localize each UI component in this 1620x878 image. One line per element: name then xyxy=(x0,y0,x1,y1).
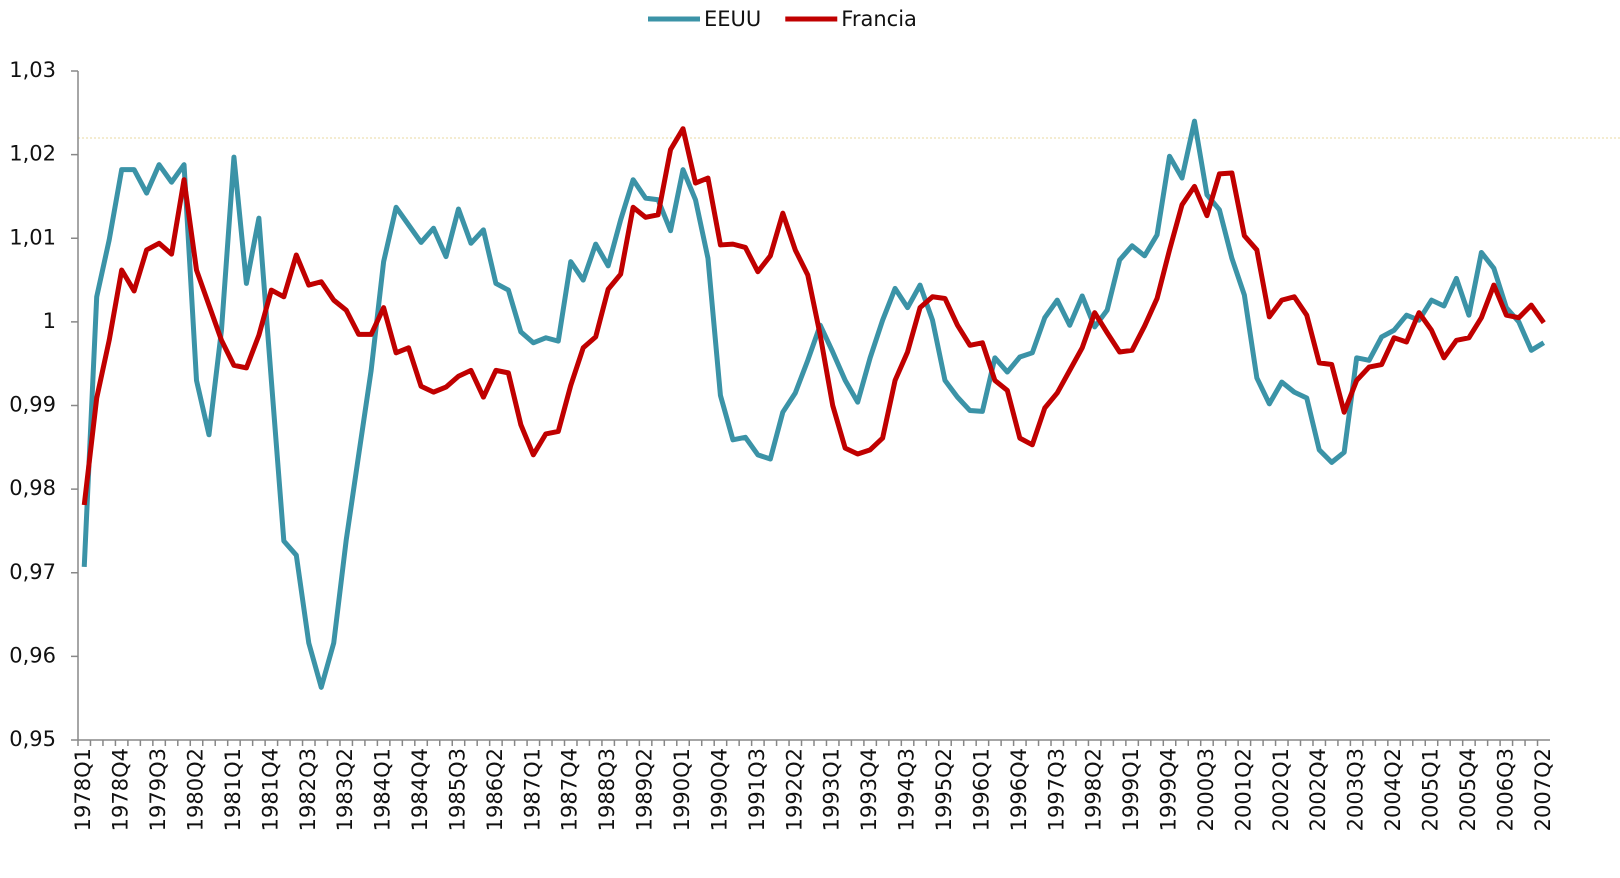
x-tick-label: 1990Q1 xyxy=(670,748,694,831)
y-tick-label: 0,95 xyxy=(9,727,56,751)
x-tick-label: 1993Q4 xyxy=(857,748,881,831)
x-tick-label: 1999Q1 xyxy=(1119,748,1143,831)
legend-label: EEUU xyxy=(704,7,761,31)
x-tick-label: 1984Q4 xyxy=(408,748,432,831)
x-tick-label: 1997Q3 xyxy=(1044,748,1068,831)
x-tick-label: 1984Q1 xyxy=(371,748,395,831)
x-tick-label: 2002Q1 xyxy=(1269,748,1293,831)
x-tick-label: 1981Q4 xyxy=(258,748,282,831)
x-tick-label: 2001Q2 xyxy=(1231,748,1255,831)
x-tick-label: 2002Q4 xyxy=(1306,748,1330,831)
x-tick-label: 1991Q3 xyxy=(745,748,769,831)
x-tick-label: 1983Q2 xyxy=(333,748,357,831)
x-tick-label: 1995Q2 xyxy=(932,748,956,831)
x-tick-label: 1989Q2 xyxy=(633,748,657,831)
line-series xyxy=(81,126,1546,506)
x-tick-label: 1978Q4 xyxy=(109,748,133,831)
x-tick-label: 2003Q3 xyxy=(1344,748,1368,831)
y-tick-label: 1,01 xyxy=(9,225,56,249)
x-tick-label: 1985Q3 xyxy=(445,748,469,831)
y-tick-label: 0,99 xyxy=(9,393,56,417)
x-tick-label: 1987Q4 xyxy=(558,748,582,831)
x-tick-label: 1992Q2 xyxy=(782,748,806,831)
x-tick-label: 1994Q3 xyxy=(895,748,919,831)
y-tick-label: 0,96 xyxy=(9,643,56,667)
x-tick-label: 2005Q1 xyxy=(1418,748,1442,831)
x-tick-label: 1988Q3 xyxy=(595,748,619,831)
x-tick-label: 2005Q4 xyxy=(1456,748,1480,831)
x-tick-label: 1998Q2 xyxy=(1082,748,1106,831)
x-tick-label: 1981Q1 xyxy=(221,748,245,831)
x-tick-label: 1996Q4 xyxy=(1007,748,1031,831)
x-tick-label: 2000Q3 xyxy=(1194,748,1218,831)
x-tick-label: 1990Q4 xyxy=(707,748,731,831)
x-tick-label: 2004Q2 xyxy=(1381,748,1405,831)
x-tick-label: 1980Q2 xyxy=(184,748,208,831)
x-tick-label: 2006Q3 xyxy=(1493,748,1517,831)
x-tick-label: 1999Q4 xyxy=(1157,748,1181,831)
y-tick-label: 1 xyxy=(43,309,56,333)
legend-label: Francia xyxy=(841,7,917,31)
x-tick-label: 1996Q1 xyxy=(969,748,993,831)
x-tick-label: 1978Q1 xyxy=(71,748,95,831)
x-tick-label: 1993Q1 xyxy=(820,748,844,831)
y-tick-label: 1,02 xyxy=(9,142,56,166)
y-tick-label: 0,97 xyxy=(9,560,56,584)
x-tick-label: 2007Q2 xyxy=(1531,748,1555,831)
y-tick-label: 0,98 xyxy=(9,476,56,500)
line-series xyxy=(81,118,1546,690)
x-tick-label: 1986Q2 xyxy=(483,748,507,831)
x-tick-label: 1987Q1 xyxy=(520,748,544,831)
x-tick-label: 1979Q3 xyxy=(146,748,170,831)
x-tick-label: 1982Q3 xyxy=(296,748,320,831)
y-tick-label: 1,03 xyxy=(9,58,56,82)
